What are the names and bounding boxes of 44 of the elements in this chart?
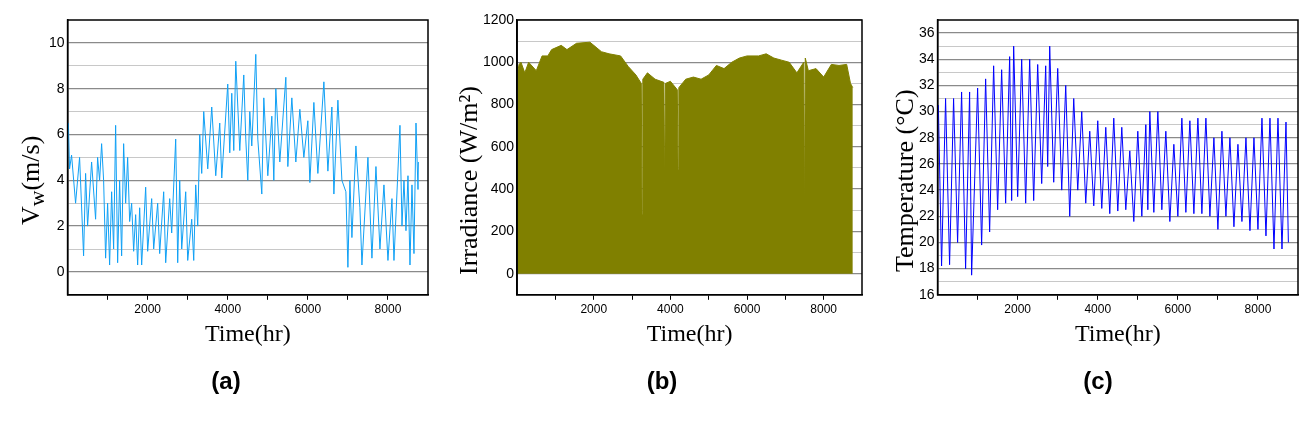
y-tick-label: 18: [918, 259, 935, 276]
x-tick-label: 8000: [374, 302, 402, 317]
x-axis-title: Time(hr): [646, 319, 733, 346]
x-tick-label: 6000: [733, 302, 761, 317]
x-tick-label: 4000: [657, 302, 685, 317]
y-tick-label: 24: [918, 180, 935, 197]
y-tick-label: 0: [56, 262, 65, 279]
y-tick-label: 2: [56, 216, 65, 233]
x-tick-label: 8000: [1244, 302, 1272, 317]
y-tick-label: 8: [56, 79, 65, 96]
y-tick-label: 400: [490, 179, 515, 196]
y-tick-label: 32: [918, 76, 935, 93]
x-axis-title: Time(hr): [1074, 319, 1161, 346]
text: (b): [646, 367, 678, 395]
y-tick-label: 36: [918, 23, 935, 40]
y-tick-label: 28: [918, 128, 935, 145]
y-tick-label: 0: [506, 264, 515, 281]
y-tick-label: 1200: [482, 10, 515, 27]
y-tick-label: 26: [918, 154, 935, 171]
x-tick-label: 8000: [810, 302, 838, 317]
y-tick-label: 200: [490, 222, 515, 239]
y-tick-label: 10: [49, 33, 65, 50]
y-tick-label: 800: [490, 95, 515, 112]
y-tick-label: 30: [918, 102, 935, 119]
y-tick-label: 20: [918, 233, 935, 250]
y-tick-label: 16: [918, 285, 935, 302]
x-tick-label: 6000: [1164, 302, 1192, 317]
text: (a): [211, 367, 241, 395]
y-axis-title: Irradiance (W/m²): [454, 85, 484, 277]
x-tick-label: 6000: [294, 302, 322, 317]
y-tick-label: 4: [56, 171, 65, 188]
x-tick-label: 4000: [1084, 302, 1112, 317]
text: (c): [1083, 367, 1113, 395]
y-tick-label: 22: [918, 207, 935, 224]
x-axis-title: Time(hr): [204, 319, 291, 346]
x-tick-label: 2000: [580, 302, 608, 317]
y-axis-title: Temperature (°C): [890, 89, 920, 274]
x-tick-label: 4000: [214, 302, 242, 317]
y-tick-label: 600: [490, 137, 515, 154]
y-tick-label: 1000: [482, 53, 515, 70]
x-tick-label: 2000: [134, 302, 162, 317]
x-tick-label: 2000: [1004, 302, 1032, 317]
y-tick-label: 6: [56, 125, 65, 142]
y-tick-label: 34: [918, 50, 935, 67]
